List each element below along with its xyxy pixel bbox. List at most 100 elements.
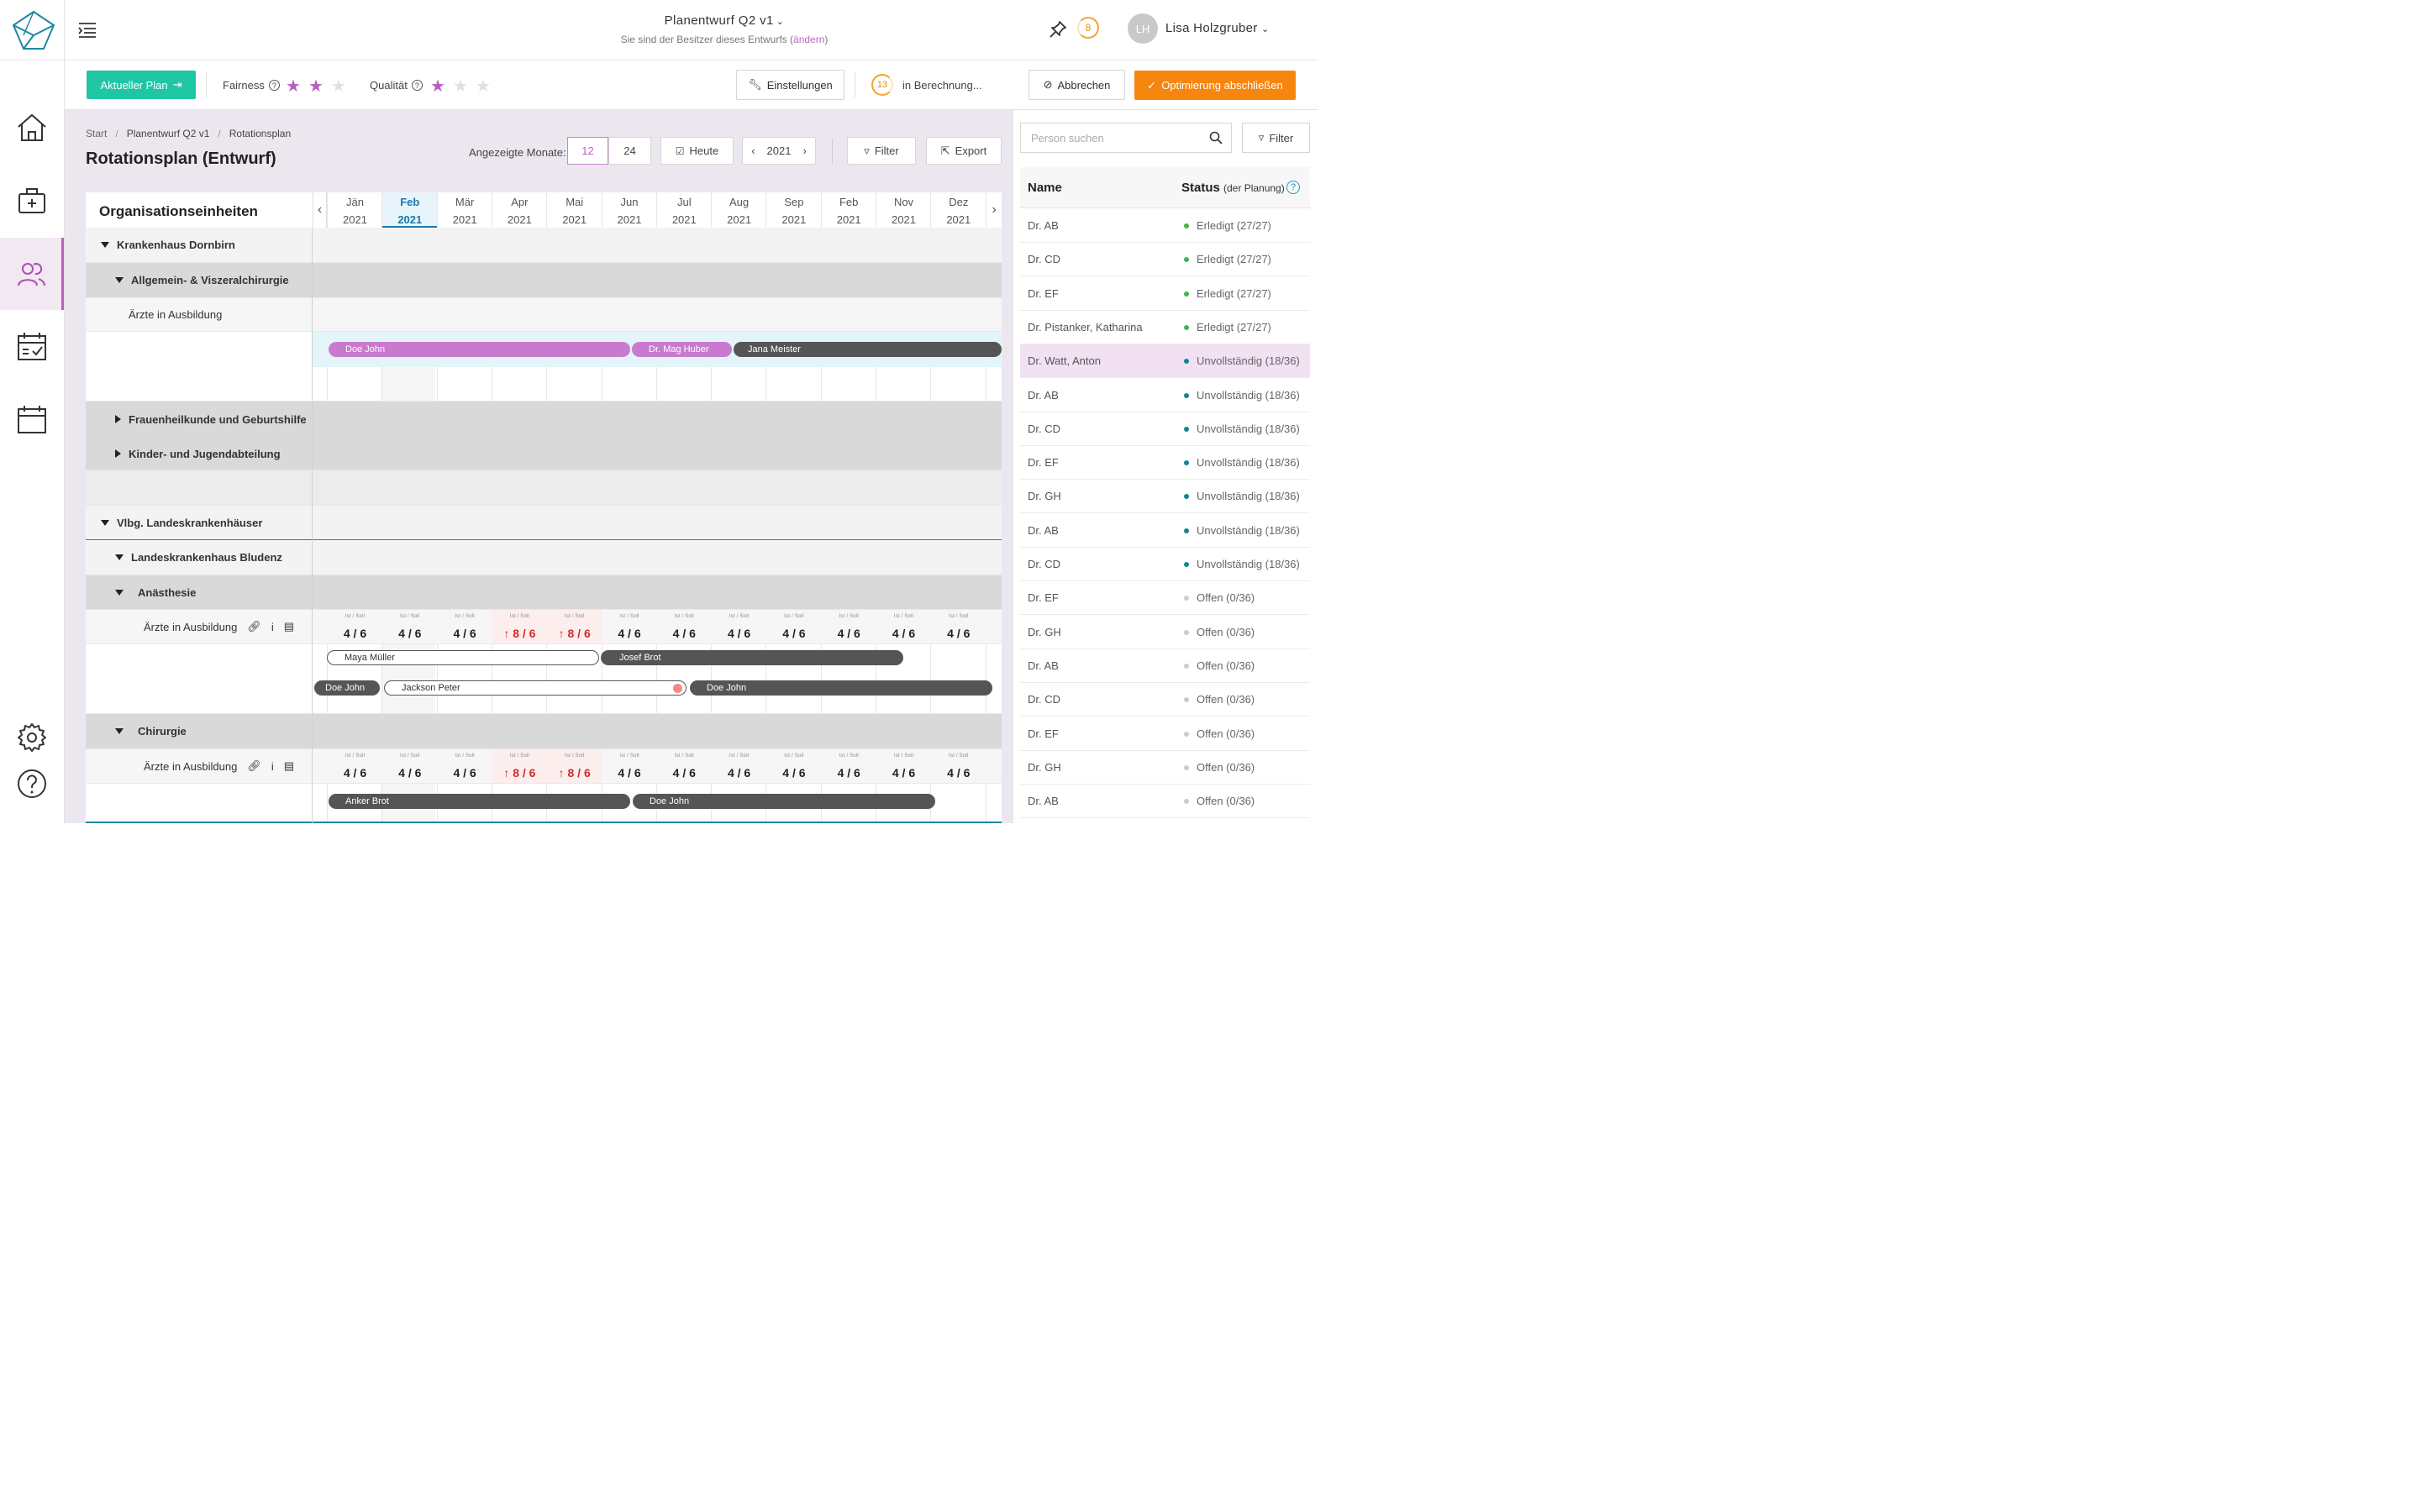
assignment-bar[interactable]: Doe John <box>314 680 380 696</box>
org-row[interactable]: Anästhesie <box>86 575 1002 610</box>
org-label[interactable]: Frauenheilkunde und Geburtshilfe <box>129 412 307 426</box>
nav-clinic[interactable] <box>0 165 64 237</box>
nav-calendar[interactable] <box>0 384 64 456</box>
caret-down-icon[interactable] <box>115 728 124 734</box>
current-plan-button[interactable]: Aktueller Plan ⇥ <box>87 71 196 99</box>
capacity-cell[interactable]: Ist / Soll 4 / 6 <box>712 610 766 643</box>
assignment-bar[interactable]: Dr. Mag Huber <box>632 342 732 357</box>
month-column-header[interactable]: Sep 2021 <box>766 192 821 228</box>
notification-badge[interactable]: 8 <box>1077 17 1099 39</box>
filter-button[interactable]: ▿ Filter <box>847 137 916 165</box>
assignment-bar[interactable]: Anker Brot <box>329 794 630 809</box>
person-row[interactable]: Dr. GH Offen (0/36) <box>1020 751 1310 785</box>
capacity-cell[interactable]: Ist / Soll 4 / 6 <box>766 610 821 643</box>
capacity-cell[interactable]: Ist / Soll 4 / 6 <box>712 749 766 783</box>
org-row[interactable]: Krankenhaus Dornbirn <box>86 228 1002 263</box>
assignment-bar[interactable]: Jana Meister <box>734 342 1002 357</box>
info-icon[interactable]: i <box>271 620 274 633</box>
chart-icon[interactable]: ▤ <box>283 620 294 633</box>
month-column-header[interactable]: Jän 2021 <box>328 192 382 228</box>
capacity-cell[interactable]: Ist / Soll 4 / 6 <box>822 610 876 643</box>
person-row[interactable]: Dr. GH Offen (0/36) <box>1020 616 1310 649</box>
person-row[interactable]: Dr. EF Unvollständig (18/36) <box>1020 446 1310 480</box>
person-row[interactable]: Dr. Pistanker, Katharina Erledigt (27/27) <box>1020 311 1310 344</box>
capacity-cell[interactable]: Ist / Soll ↑ 8 / 6 <box>547 610 602 643</box>
capacity-cell[interactable]: Ist / Soll 4 / 6 <box>931 610 986 643</box>
person-row[interactable]: Dr. EF Offen (0/36) <box>1020 717 1310 751</box>
assignment-bar[interactable]: Doe John <box>690 680 992 696</box>
org-row[interactable]: Landeskrankenhaus Bludenz <box>86 540 1002 575</box>
link-icon[interactable]: 🔗︎ <box>247 620 261 633</box>
months-12-toggle[interactable]: 12 <box>567 137 608 165</box>
person-filter-button[interactable]: ▿ Filter <box>1242 123 1310 153</box>
person-row[interactable]: Dr. AB Unvollständig (18/36) <box>1020 379 1310 412</box>
person-row[interactable]: Dr. CD Erledigt (27/27) <box>1020 243 1310 277</box>
capacity-cell[interactable]: Ist / Soll ↑ 8 / 6 <box>547 749 602 783</box>
month-column-header[interactable]: Aug 2021 <box>712 192 766 228</box>
help-icon[interactable]: ? <box>1286 181 1300 194</box>
name-column-header[interactable]: Name <box>1028 181 1062 195</box>
collapse-menu-icon[interactable] <box>78 22 97 39</box>
nav-people[interactable] <box>0 238 64 310</box>
assignment-bar[interactable]: Doe John <box>633 794 935 809</box>
org-row[interactable]: Allgemein- & Viszeralchirurgie <box>86 263 1002 298</box>
capacity-cell[interactable]: Ist / Soll 4 / 6 <box>438 749 492 783</box>
nav-settings[interactable] <box>0 701 64 774</box>
month-column-header[interactable]: Jun 2021 <box>602 192 657 228</box>
month-scroll-left[interactable]: ‹ <box>313 192 327 228</box>
caret-right-icon[interactable] <box>115 415 121 423</box>
avatar[interactable]: LH <box>1128 13 1158 44</box>
person-row[interactable]: Dr. CD Unvollständig (18/36) <box>1020 548 1310 581</box>
capacity-cell[interactable]: Ist / Soll ↑ 8 / 6 <box>492 749 547 783</box>
person-row[interactable]: Dr. GH Unvollständig (18/36) <box>1020 480 1310 514</box>
month-column-header[interactable]: Mär 2021 <box>438 192 492 228</box>
caret-down-icon[interactable] <box>101 519 109 526</box>
capacity-cell[interactable]: Ist / Soll 4 / 6 <box>328 610 382 643</box>
capacity-cell[interactable]: Ist / Soll ↑ 8 / 6 <box>492 610 547 643</box>
person-row[interactable]: Dr. EF Erledigt (27/27) <box>1020 277 1310 311</box>
person-row[interactable]: Dr. AB Erledigt (27/27) <box>1020 209 1310 243</box>
cancel-button[interactable]: ⊘ Abbrechen <box>1028 70 1125 100</box>
assignment-bar[interactable]: Josef Brot <box>601 650 903 665</box>
month-column-header[interactable]: Dez 2021 <box>931 192 986 228</box>
person-row[interactable]: Dr. EF Offen (0/36) <box>1020 581 1310 616</box>
months-24-toggle[interactable]: 24 <box>608 137 651 165</box>
month-column-header[interactable]: Feb 2021 <box>822 192 876 228</box>
person-search-input[interactable]: Person suchen <box>1020 123 1232 153</box>
caret-down-icon[interactable] <box>115 554 124 560</box>
chevron-left-icon[interactable]: ‹ <box>751 144 755 157</box>
month-scroll-right[interactable]: › <box>986 192 1002 228</box>
nav-help[interactable] <box>0 748 64 820</box>
month-column-header[interactable]: Nov 2021 <box>876 192 931 228</box>
capacity-cell[interactable]: Ist / Soll 4 / 6 <box>602 749 657 783</box>
capacity-cell[interactable]: Ist / Soll 4 / 6 <box>766 749 821 783</box>
assignment-bar[interactable]: Jackson Peter <box>384 680 687 696</box>
person-row[interactable]: Dr. AB Offen (0/36) <box>1020 785 1310 819</box>
org-label[interactable]: Kinder- und Jugendabteilung <box>129 447 281 460</box>
chevron-right-icon[interactable]: › <box>802 144 807 157</box>
info-icon[interactable]: i <box>271 759 274 773</box>
capacity-cell[interactable]: Ist / Soll 4 / 6 <box>602 610 657 643</box>
draft-title[interactable]: Planentwurf Q2 v1 ⌄ <box>586 13 863 28</box>
breadcrumb-start[interactable]: Start <box>86 128 108 139</box>
conflict-indicator[interactable] <box>673 684 682 693</box>
capacity-cell[interactable]: Ist / Soll 4 / 6 <box>657 749 712 783</box>
person-row[interactable]: Dr. AB Unvollständig (18/36) <box>1020 514 1310 548</box>
assignment-bar[interactable]: Doe John <box>329 342 630 357</box>
caret-down-icon[interactable] <box>115 277 124 283</box>
change-owner-link[interactable]: ändern <box>793 34 825 45</box>
today-button[interactable]: ☑ Heute <box>660 137 734 165</box>
finish-optimization-button[interactable]: ✓ Optimierung abschließen <box>1134 71 1296 100</box>
month-column-header[interactable]: Feb 2021 <box>382 192 438 228</box>
nav-tasks[interactable] <box>0 311 64 383</box>
help-icon[interactable]: ? <box>411 80 423 91</box>
person-row[interactable]: Dr. CD Offen (0/36) <box>1020 683 1310 717</box>
capacity-cell[interactable]: Ist / Soll 4 / 6 <box>876 749 931 783</box>
capacity-cell[interactable]: Ist / Soll 4 / 6 <box>931 749 986 783</box>
caret-down-icon[interactable] <box>101 242 109 248</box>
assignment-bar[interactable]: Maya Müller <box>327 650 599 665</box>
capacity-cell[interactable]: Ist / Soll 4 / 6 <box>328 749 382 783</box>
chart-icon[interactable]: ▤ <box>283 759 294 772</box>
capacity-cell[interactable]: Ist / Soll 4 / 6 <box>876 610 931 643</box>
pin-icon[interactable] <box>1049 20 1067 39</box>
